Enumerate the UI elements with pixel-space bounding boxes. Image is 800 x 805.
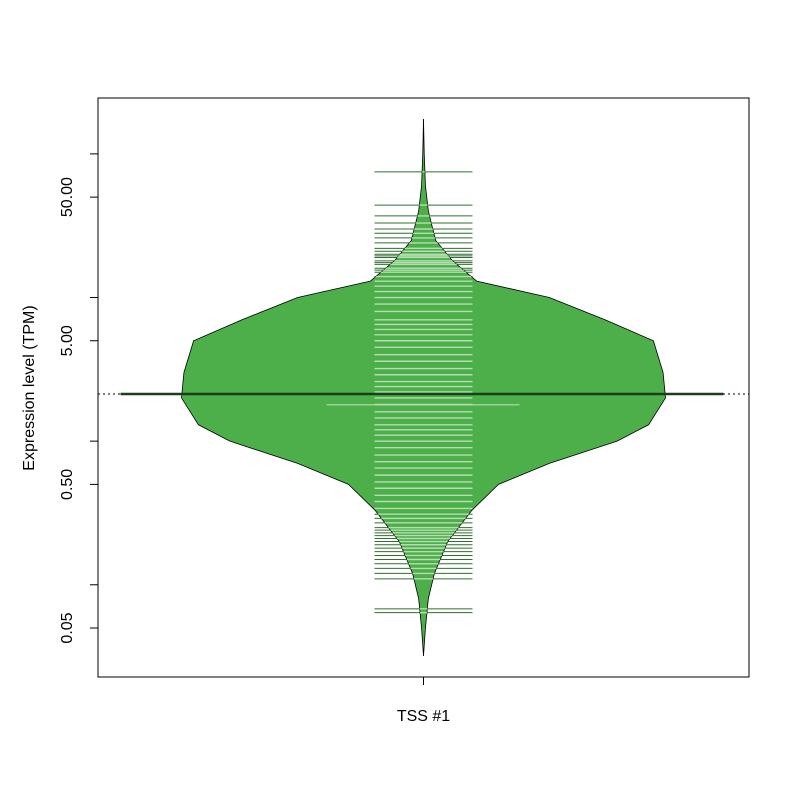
y-tick-label: 0.05 <box>59 612 76 643</box>
y-axis-label: Expression level (TPM) <box>21 305 38 470</box>
x-tick-label: TSS #1 <box>397 708 450 725</box>
y-tick-label: 0.50 <box>59 469 76 500</box>
y-tick-label: 5.00 <box>59 325 76 356</box>
violin-half <box>181 118 424 656</box>
y-tick-label: 50.00 <box>59 177 76 217</box>
violin-outline <box>423 118 666 656</box>
violin-outline <box>181 118 424 656</box>
plot-frame <box>97 97 750 678</box>
violin-half <box>423 118 666 656</box>
